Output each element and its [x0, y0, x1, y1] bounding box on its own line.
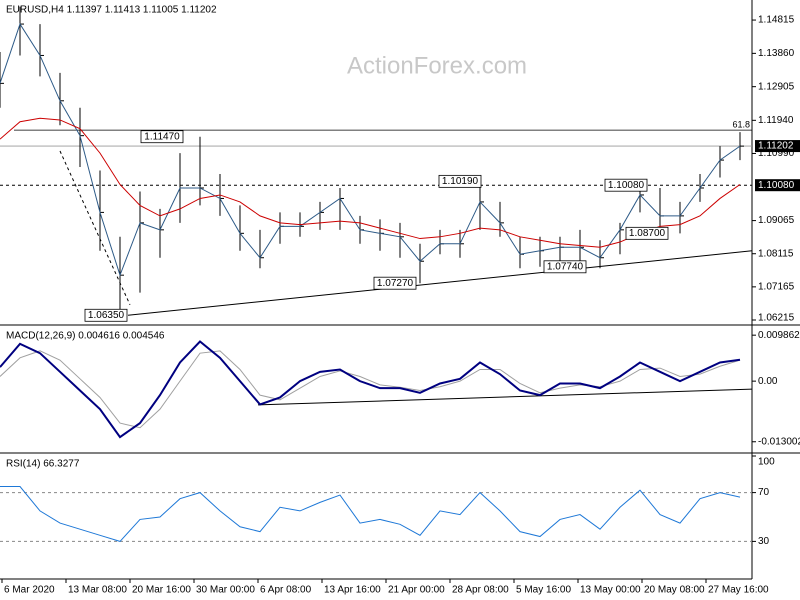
annotation-label: 1.06350 [88, 310, 125, 321]
annotation-label: 1.07270 [377, 278, 414, 289]
annotation-label: 1.10190 [442, 176, 479, 187]
chart-title: EURUSD,H4 1.11397 1.11413 1.11005 1.1120… [6, 5, 217, 16]
x-tick-label: 27 May 16:00 [708, 585, 769, 596]
fib-label: 61.8 [732, 119, 750, 129]
annotation-box [84, 308, 128, 322]
y-tick-label: 0.009862 [758, 330, 800, 341]
moving-average [0, 117, 741, 248]
support-line [127, 250, 753, 316]
macd-line [0, 350, 741, 429]
y-tick-label: 1.09065 [758, 215, 795, 226]
annotation-label: 1.08700 [629, 228, 666, 239]
level-tag [755, 179, 800, 192]
macd-trend-line [257, 388, 753, 406]
y-tick-label: 1.07165 [758, 281, 795, 292]
falling-line [59, 150, 131, 306]
annotation-box [604, 178, 648, 192]
watermark: ActionForex.com [347, 52, 527, 79]
y-tick-label: 1.06215 [758, 313, 795, 324]
price-close-line [0, 22, 741, 277]
y-tick-label: 30 [758, 536, 770, 547]
y-tick-label: -0.013002 [758, 436, 800, 447]
x-tick-label: 13 May 00:00 [580, 585, 641, 596]
annotation-box [543, 260, 587, 274]
x-tick-label: 28 Apr 08:00 [452, 585, 509, 596]
macd-title: MACD(12,26,9) 0.004616 0.004546 [6, 331, 165, 342]
rsi-title: RSI(14) 66.3277 [6, 459, 80, 470]
y-tick-label: 1.14815 [758, 15, 795, 26]
price-tag-label: 1.11202 [758, 141, 794, 152]
x-tick-label: 21 Apr 00:00 [388, 585, 445, 596]
annotation-box [373, 276, 417, 290]
annotation-box [625, 226, 669, 240]
macd-line [0, 340, 741, 439]
x-tick-label: 6 Mar 2020 [4, 585, 55, 596]
y-tick-label: 1.10990 [758, 148, 795, 159]
price-tag [755, 140, 800, 153]
annotation-box [140, 130, 184, 144]
y-tick-label: 1.13860 [758, 48, 795, 59]
rsi-line [0, 486, 741, 542]
annotation-label: 1.11470 [144, 131, 180, 142]
y-tick-label: 70 [758, 487, 770, 498]
level-tag-label: 1.10080 [758, 180, 795, 191]
x-tick-label: 13 Apr 16:00 [324, 585, 381, 596]
x-tick-label: 30 Mar 00:00 [196, 585, 255, 596]
y-tick-label: 100 [758, 457, 775, 468]
x-tick-label: 20 Mar 16:00 [132, 585, 191, 596]
y-tick-label: 1.11940 [758, 115, 794, 126]
annotation-box [438, 174, 482, 188]
y-tick-label: 0.00 [758, 376, 778, 387]
x-tick-label: 13 Mar 08:00 [68, 585, 127, 596]
x-tick-label: 20 May 08:00 [644, 585, 705, 596]
y-tick-label: 1.12905 [758, 81, 795, 92]
x-tick-label: 5 May 16:00 [516, 585, 571, 596]
annotation-label: 1.10080 [608, 180, 645, 191]
annotation-label: 1.07740 [547, 261, 584, 272]
x-tick-label: 6 Apr 08:00 [260, 585, 312, 596]
y-tick-label: 1.08115 [758, 248, 794, 259]
